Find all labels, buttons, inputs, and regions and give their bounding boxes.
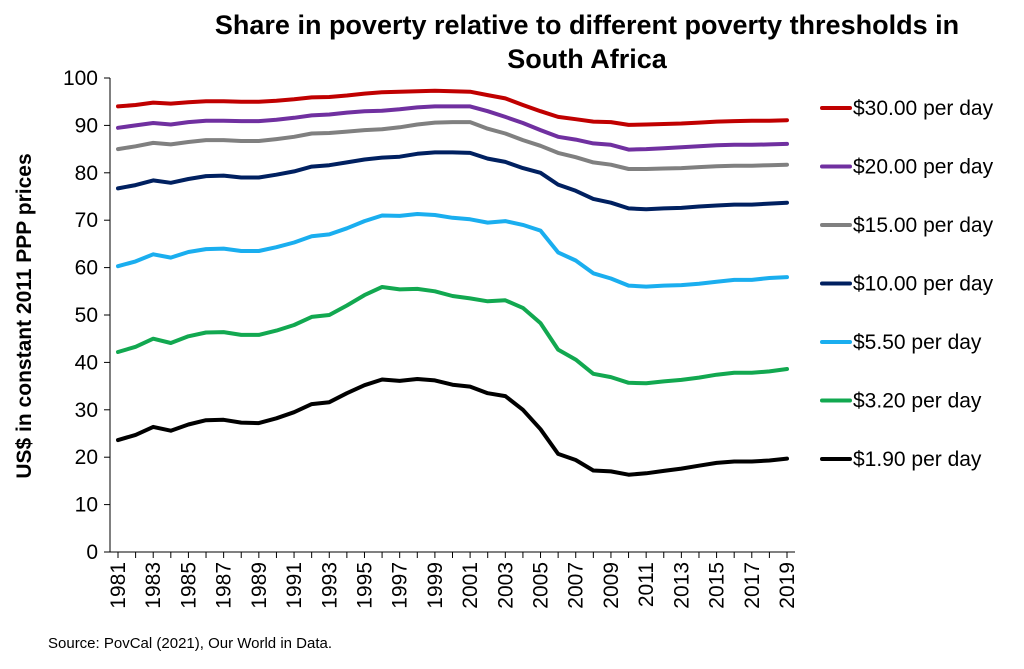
x-tick-label: 1983 (142, 562, 165, 609)
y-tick-label: 80 (75, 162, 98, 185)
series-line-2 (116, 104, 789, 152)
y-tick-label: 50 (75, 304, 98, 327)
y-tick-label: 10 (75, 494, 98, 517)
legend-label: $3.20 per day (853, 390, 982, 413)
x-tick-label: 2011 (635, 562, 658, 607)
y-axis-ticks: 0 10 20 30 40 50 60 70 80 90 100 (63, 67, 110, 564)
y-tick-label: 30 (75, 399, 98, 422)
legend-label: $30.00 per day (853, 97, 994, 120)
y-tick-label: 40 (75, 351, 98, 374)
x-tick-label: 1989 (248, 562, 271, 609)
legend-label: $5.50 per day (853, 331, 982, 354)
x-tick-label: 2009 (600, 562, 623, 609)
x-tick-label: 2017 (741, 562, 764, 609)
x-tick-label: 2003 (494, 562, 517, 609)
series-line-6 (116, 285, 789, 386)
y-tick-label: 90 (75, 114, 98, 137)
x-tick-label: 2007 (565, 562, 588, 609)
chart-title: Share in poverty relative to different p… (215, 10, 959, 40)
y-tick-label: 20 (75, 446, 98, 469)
x-tick-label: 1981 (107, 562, 130, 609)
x-tick-label: 1997 (389, 562, 412, 609)
x-tick-label: 2019 (776, 562, 799, 609)
x-tick-label: 1987 (213, 562, 236, 609)
axes (109, 78, 795, 553)
series-lines (116, 88, 789, 477)
x-axis-ticks: 1981 1983 1985 1987 1989 1991 1993 1995 1997 1999… (107, 552, 799, 609)
series-line-3 (116, 120, 789, 171)
y-tick-label: 100 (63, 67, 98, 90)
x-tick-label: 2001 (459, 562, 482, 609)
y-tick-label: 0 (86, 541, 98, 564)
x-tick-label: 1999 (424, 562, 447, 609)
legend-label: $20.00 per day (853, 156, 994, 179)
legend-label: $1.90 per day (853, 448, 982, 471)
chart-title-continued: South Africa (507, 44, 667, 74)
legend-label: $10.00 per day (853, 273, 994, 296)
series-line-1 (116, 88, 789, 127)
x-tick-label: 2013 (670, 562, 693, 609)
x-tick-label: 1985 (177, 562, 200, 609)
x-tick-label: 1991 (283, 562, 306, 609)
series-line-5 (116, 212, 789, 289)
series-line-4 (116, 150, 789, 212)
series-line-7 (116, 377, 789, 477)
y-tick-label: 70 (75, 209, 98, 232)
legend-label: $15.00 per day (853, 214, 994, 237)
x-tick-label: 1993 (318, 562, 341, 609)
legend: $30.00 per day $20.00 per day $15.00 per d… (820, 97, 994, 471)
x-tick-label: 2015 (706, 562, 729, 609)
y-tick-label: 60 (75, 257, 98, 280)
x-tick-label: 1995 (353, 562, 376, 609)
x-tick-label: 2005 (530, 562, 553, 609)
y-axis-label: US$ in constant 2011 PPP prices (13, 153, 36, 478)
source-note: Source: PovCal (2021), Our World in Data… (48, 635, 332, 652)
